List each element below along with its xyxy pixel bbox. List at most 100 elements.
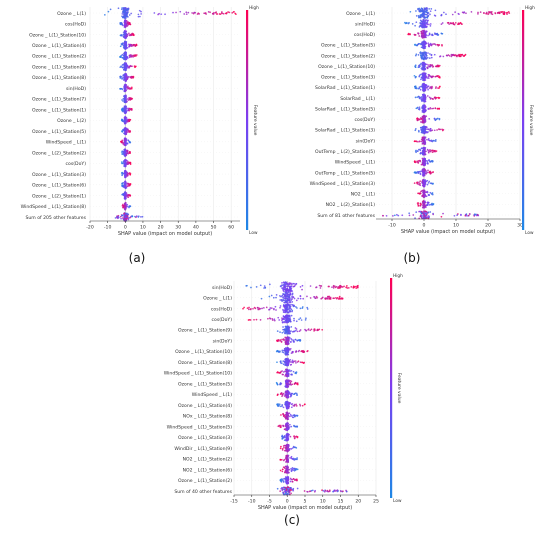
panel-a-shap-point (124, 79, 127, 81)
panel-b-shap-point (425, 210, 428, 213)
panel-b-shap-point (424, 147, 427, 149)
panel-b-shap-point (423, 104, 426, 106)
panel-a-shap-point (128, 96, 130, 99)
panel-b-shap-point (430, 56, 433, 59)
panel-b-shap-point (422, 116, 425, 119)
panel-c-shap-point (279, 306, 281, 309)
panel-b-shap-point (432, 43, 435, 45)
panel-a-feature-label: Ozone _ L(2)_Station(2) (32, 150, 86, 156)
panel-c-shap-point (324, 297, 327, 300)
panel-b-shap-point (421, 56, 423, 59)
panel-a-feature-label: cos(HoD) (65, 22, 86, 28)
panel-b-shap-point (425, 51, 428, 54)
panel-a-shap-point (121, 109, 123, 111)
panel-a-shap-point (121, 184, 123, 187)
panel-b-shap-point (422, 14, 425, 17)
panel-c-shap-point (288, 294, 291, 296)
panel-a-shap-point (125, 58, 128, 61)
panel-c-feature-label: Ozone _ L(1) (203, 296, 232, 302)
panel-c-shap-point (313, 296, 315, 298)
panel-b-shap-point (422, 41, 425, 43)
panel-c-shap-point (250, 286, 252, 289)
panel-a-shap-point (121, 88, 124, 91)
panel-a-feature-label: cos(DoY) (66, 161, 87, 167)
panel-a-shap-point (117, 217, 119, 220)
panel-b-shap-point (427, 15, 429, 18)
panel-a-shap-point (121, 13, 124, 15)
panel-c-shap-point (285, 281, 287, 284)
panel-c-shap-point (285, 283, 287, 285)
panel-a-shap-point (128, 76, 130, 78)
panel-c-shap-point (350, 286, 353, 288)
panel-c-shap-point (327, 285, 330, 288)
panel-b-shap-point (429, 13, 431, 16)
panel-c-shap-point (281, 295, 284, 297)
panel-b-shap-point (419, 172, 422, 175)
panel-a-shap-point (127, 213, 130, 216)
panel-b-shap-point (392, 215, 394, 217)
panel-b-shap-point (433, 139, 436, 142)
panel-b-shap-point (430, 43, 432, 46)
panel-b-shap-point (431, 107, 433, 110)
panel-b-shap-point (418, 35, 421, 37)
panel-c-shap-point (291, 293, 294, 296)
panel-b-shap-point (408, 212, 411, 215)
panel-b-shap-point (426, 128, 428, 131)
panel-b-shap-point (464, 214, 467, 217)
panel-b-shap-point (427, 42, 430, 45)
panel-b-shap-point (436, 64, 439, 67)
panel-b-shap-point (420, 129, 423, 132)
panel-b-shap-point (469, 213, 471, 215)
panel-a-shap-point (124, 150, 127, 152)
panel-a-shap-point (128, 140, 131, 143)
panel-a-shap-point (233, 10, 235, 13)
panel-a-shap-point (124, 118, 127, 121)
panel-b-shap-point (422, 34, 425, 37)
panel-b-shap-point (439, 55, 442, 57)
panel-b-shap-point (424, 195, 427, 197)
panel-a-shap-point (125, 35, 128, 37)
panel-b-shap-point (418, 64, 420, 67)
panel-a-shap-point (231, 11, 234, 14)
panel-a-shap-point (124, 127, 127, 130)
panel-b-feature-label: Ozone _ L(1) (346, 11, 375, 17)
panel-b-shap-point (419, 24, 422, 27)
panel-a-shap-point (124, 138, 127, 141)
panel-b-shap-point (426, 9, 428, 12)
panel-a-shap-point (125, 133, 128, 136)
panel-b-feature-label: WindSpeed _ L(1) (335, 160, 375, 166)
panel-a-shap-point (130, 12, 133, 15)
panel-b-shap-point (425, 173, 427, 175)
panel-a-shap-point (138, 9, 141, 12)
panel-c-shap-point (268, 295, 271, 298)
panel-a-shap-point (128, 14, 131, 16)
panel-c-shap-point (345, 286, 347, 289)
panel-a-feature-label: Ozone _ L(1)_Station(8) (32, 75, 86, 81)
panel-b-shap-point (491, 13, 494, 16)
panel-c-shap-point (284, 300, 287, 303)
panel-a-shap-point (124, 216, 127, 219)
panel-a-shap-point (126, 152, 129, 154)
panel-b-shap-point (427, 151, 430, 153)
panel-b-shap-point (422, 179, 425, 182)
panel-a-shap-point (128, 109, 131, 112)
panel-a-shap-point (124, 7, 127, 10)
panel-c-shap-point (289, 286, 292, 289)
panel-b-shap-point (458, 54, 461, 57)
panel-a-shap-point (126, 118, 129, 121)
panel-b-shap-point (417, 108, 420, 111)
panel-a-feature-label: Ozone _ L(1)_Station(7) (32, 97, 86, 103)
panel-b-shap-point (397, 214, 400, 217)
panel-b-shap-point (414, 33, 417, 36)
panel-a-shap-point (128, 45, 131, 48)
panel-a-feature-label: Ozone _ L(1)_Station(10) (29, 32, 86, 38)
panel-a-shap-point (129, 161, 131, 164)
panel-c-shap-point (294, 284, 297, 286)
panel-a-feature-label: Ozone _ L(1) (57, 11, 86, 17)
panel-c-shap-point (252, 307, 254, 310)
panel-b-shap-point (428, 32, 431, 35)
panel-b-shap-point (408, 214, 411, 217)
panel-b-shap-point (428, 180, 431, 183)
panel-b-shap-point (419, 210, 421, 213)
panel-b-shap-point (427, 52, 429, 54)
